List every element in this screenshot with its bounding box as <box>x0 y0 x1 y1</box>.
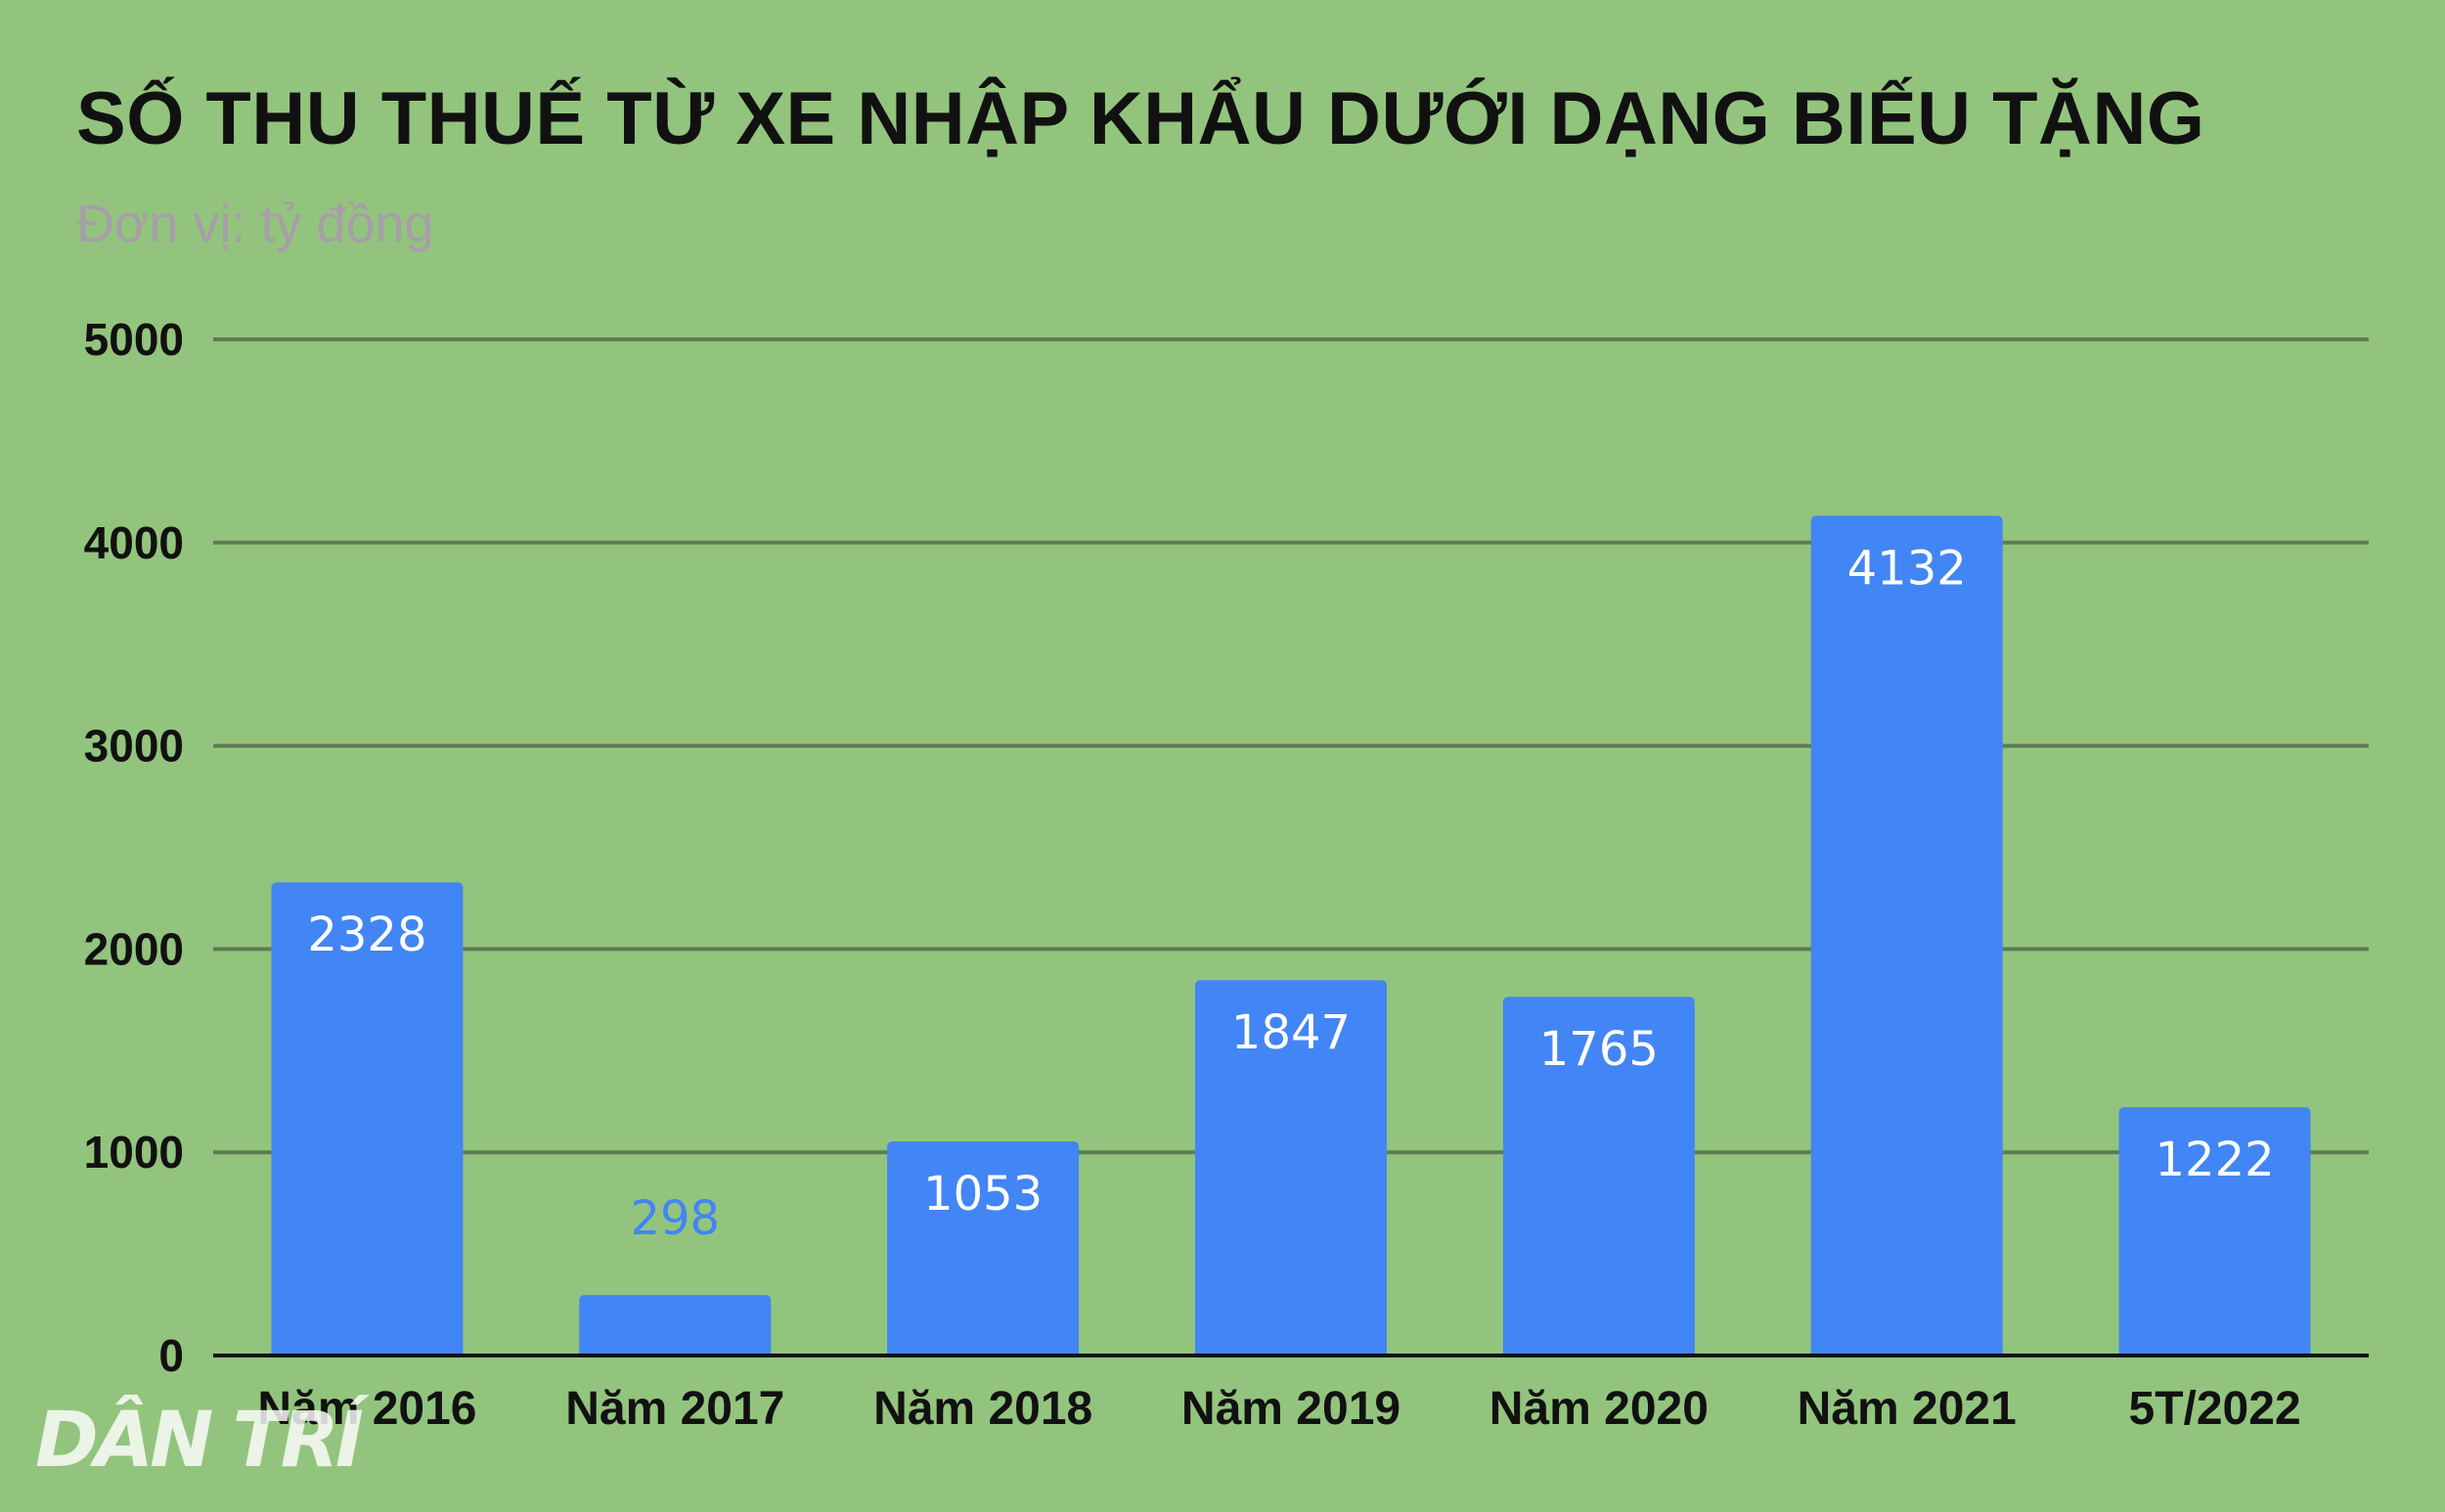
y-tick-label: 5000 <box>84 314 184 365</box>
x-category-label: Năm 2019 <box>1181 1383 1400 1435</box>
x-category-label: Năm 2020 <box>1489 1383 1709 1435</box>
bar <box>579 1295 772 1356</box>
y-tick-label: 2000 <box>84 923 184 974</box>
y-tick-label: 4000 <box>84 517 184 568</box>
bar <box>887 1141 1080 1356</box>
bar <box>1195 980 1387 1356</box>
data-label: 2328 <box>307 908 426 962</box>
brand-watermark-logo: DÂN TRÍ <box>35 1397 364 1485</box>
bar <box>2118 1107 2311 1356</box>
y-tick-label: 3000 <box>84 721 184 772</box>
y-tick-label: 0 <box>158 1330 184 1381</box>
x-category-label: Năm 2016 <box>257 1383 476 1435</box>
bar <box>1502 997 1695 1356</box>
bar <box>1810 515 2003 1356</box>
chart-title: SỐ THU THUẾ TỪ XE NHẬP KHẨU DƯỚI DẠNG BI… <box>76 77 2205 160</box>
data-label: 298 <box>630 1191 720 1246</box>
bar <box>271 882 464 1356</box>
data-label: 4132 <box>1847 541 1967 596</box>
data-label: 1053 <box>923 1167 1043 1222</box>
chart-subtitle: Đơn vị: tỷ đồng <box>76 195 434 253</box>
data-label: 1765 <box>1539 1022 1659 1077</box>
x-category-label: 5T/2022 <box>2129 1383 2301 1435</box>
y-tick-label: 1000 <box>84 1127 184 1178</box>
data-label: 1847 <box>1231 1005 1351 1060</box>
x-category-label: Năm 2021 <box>1798 1383 2017 1435</box>
x-category-label: Năm 2018 <box>873 1383 1092 1435</box>
x-category-label: Năm 2017 <box>565 1383 784 1435</box>
data-label: 1222 <box>2155 1133 2274 1187</box>
